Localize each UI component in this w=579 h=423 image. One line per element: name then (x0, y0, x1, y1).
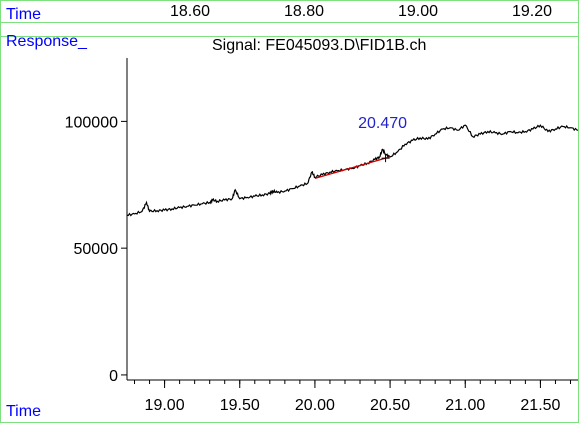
x-tick-label: 19.00 (145, 397, 185, 414)
signal-title: Signal: FE045093.D\FID1B.ch (212, 37, 427, 54)
x-tick-label: 20.00 (295, 397, 335, 414)
x-tick-label: 20.50 (370, 397, 410, 414)
y-tick-label: 0 (109, 368, 118, 385)
top-tick-label: 19.20 (511, 3, 553, 20)
baseline-fit-line (314, 156, 391, 180)
frame-top-line (0, 0, 579, 1)
x-tick-label: 19.50 (220, 397, 260, 414)
bottom-time-label: Time (6, 403, 41, 420)
frame-top-axis-line (0, 22, 579, 23)
peak-annotation-label: 20.470 (358, 115, 407, 132)
x-tick-label: 21.50 (520, 397, 560, 414)
top-tick-label: 18.60 (169, 3, 211, 20)
x-tick-label: 21.00 (445, 397, 485, 414)
y-tick-label: 50000 (74, 241, 119, 258)
top-time-label: Time (6, 6, 41, 23)
response-label: Response_ (6, 33, 87, 50)
frame-left-line (0, 0, 1, 423)
signal-trace (126, 124, 579, 217)
frame-response-line (0, 36, 579, 37)
top-tick-label: 19.00 (397, 3, 439, 20)
top-tick-label: 18.80 (283, 3, 325, 20)
y-tick-label: 100000 (65, 114, 118, 131)
